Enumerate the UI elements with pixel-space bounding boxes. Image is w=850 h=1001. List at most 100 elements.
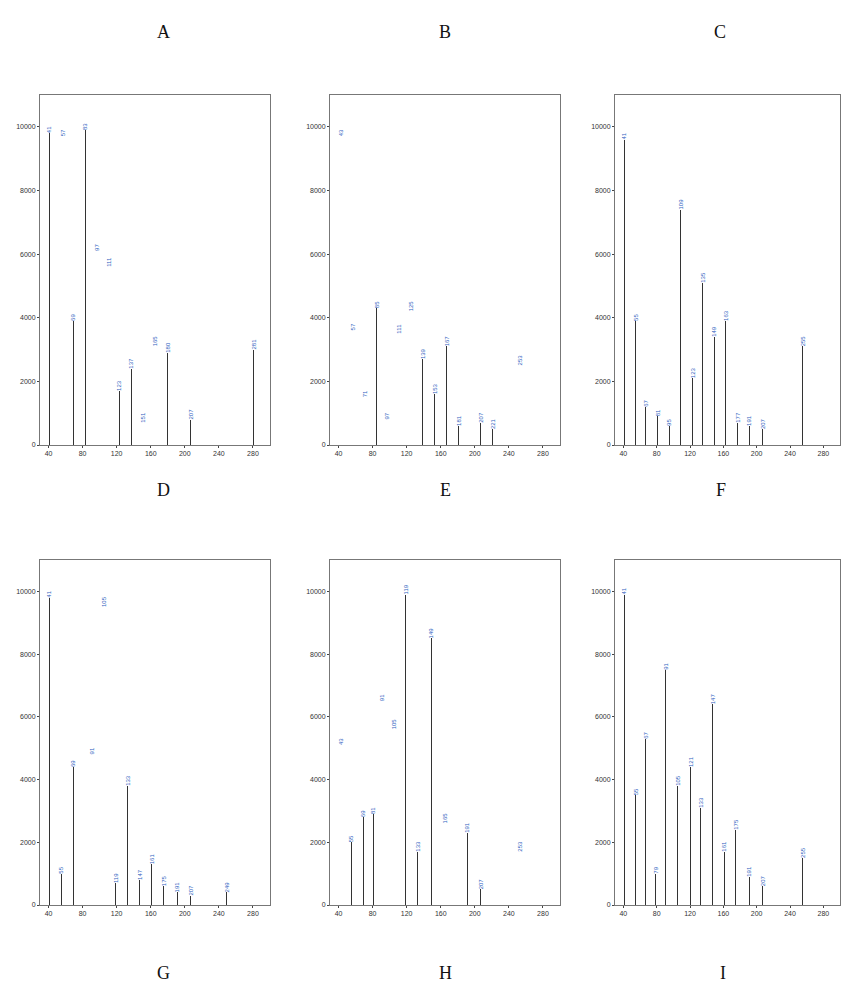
svg-text:120: 120 bbox=[684, 910, 696, 917]
svg-text:2000: 2000 bbox=[595, 378, 611, 385]
svg-text:10000: 10000 bbox=[591, 588, 611, 595]
svg-text:111: 111 bbox=[396, 324, 402, 334]
svg-text:43: 43 bbox=[338, 738, 344, 745]
svg-text:280: 280 bbox=[537, 910, 549, 917]
svg-text:95: 95 bbox=[666, 419, 672, 426]
svg-text:6000: 6000 bbox=[20, 251, 36, 258]
svg-text:10000: 10000 bbox=[16, 588, 36, 595]
svg-text:57: 57 bbox=[60, 129, 66, 136]
svg-text:91: 91 bbox=[663, 662, 669, 669]
svg-text:120: 120 bbox=[111, 450, 123, 457]
svg-text:200: 200 bbox=[179, 450, 191, 457]
svg-text:8000: 8000 bbox=[20, 651, 36, 658]
svg-text:91: 91 bbox=[89, 747, 95, 754]
svg-text:2000: 2000 bbox=[310, 378, 326, 385]
svg-text:133: 133 bbox=[698, 797, 704, 808]
svg-text:79: 79 bbox=[653, 866, 659, 873]
svg-text:207: 207 bbox=[188, 885, 194, 896]
svg-text:6000: 6000 bbox=[595, 251, 611, 258]
svg-text:240: 240 bbox=[503, 450, 515, 457]
svg-text:280: 280 bbox=[817, 450, 829, 457]
svg-text:2000: 2000 bbox=[595, 839, 611, 846]
svg-text:207: 207 bbox=[188, 409, 194, 420]
svg-text:4000: 4000 bbox=[595, 776, 611, 783]
svg-text:8000: 8000 bbox=[310, 651, 326, 658]
svg-text:97: 97 bbox=[384, 412, 390, 419]
svg-text:249: 249 bbox=[224, 882, 230, 893]
svg-text:121: 121 bbox=[688, 756, 694, 767]
svg-text:165: 165 bbox=[152, 336, 158, 347]
svg-text:41: 41 bbox=[46, 126, 52, 133]
svg-text:139: 139 bbox=[420, 348, 426, 359]
svg-text:4000: 4000 bbox=[310, 776, 326, 783]
svg-text:4000: 4000 bbox=[595, 314, 611, 321]
svg-text:161: 161 bbox=[149, 854, 155, 865]
svg-text:191: 191 bbox=[746, 415, 752, 426]
svg-text:161: 161 bbox=[721, 841, 727, 852]
svg-text:81: 81 bbox=[655, 409, 661, 416]
svg-text:10000: 10000 bbox=[16, 123, 36, 130]
svg-text:69: 69 bbox=[70, 760, 76, 767]
svg-text:D: D bbox=[157, 480, 170, 500]
svg-text:200: 200 bbox=[469, 450, 481, 457]
svg-text:191: 191 bbox=[746, 866, 752, 877]
svg-text:111: 111 bbox=[106, 257, 112, 267]
svg-text:40: 40 bbox=[619, 450, 627, 457]
svg-text:200: 200 bbox=[751, 910, 763, 917]
svg-text:120: 120 bbox=[111, 910, 123, 917]
svg-text:40: 40 bbox=[45, 910, 53, 917]
svg-text:105: 105 bbox=[101, 596, 107, 607]
svg-text:67: 67 bbox=[643, 731, 649, 738]
svg-text:4000: 4000 bbox=[310, 314, 326, 321]
svg-text:207: 207 bbox=[760, 418, 766, 429]
svg-text:80: 80 bbox=[653, 450, 661, 457]
svg-text:55: 55 bbox=[58, 866, 64, 873]
svg-text:85: 85 bbox=[374, 301, 380, 308]
svg-text:40: 40 bbox=[335, 450, 343, 457]
svg-text:280: 280 bbox=[247, 910, 259, 917]
svg-text:175: 175 bbox=[161, 876, 167, 887]
svg-text:123: 123 bbox=[116, 380, 122, 391]
svg-text:41: 41 bbox=[621, 587, 627, 594]
svg-text:H: H bbox=[439, 963, 452, 983]
svg-text:69: 69 bbox=[360, 810, 366, 817]
svg-text:240: 240 bbox=[213, 450, 225, 457]
svg-text:E: E bbox=[440, 480, 451, 500]
svg-text:160: 160 bbox=[145, 450, 157, 457]
svg-text:181: 181 bbox=[456, 415, 462, 426]
svg-text:71: 71 bbox=[362, 390, 368, 397]
svg-text:2000: 2000 bbox=[310, 839, 326, 846]
svg-text:221: 221 bbox=[490, 418, 496, 429]
svg-text:123: 123 bbox=[690, 368, 696, 379]
svg-text:160: 160 bbox=[717, 910, 729, 917]
svg-text:8000: 8000 bbox=[595, 187, 611, 194]
svg-text:55: 55 bbox=[348, 835, 354, 842]
svg-text:10000: 10000 bbox=[591, 123, 611, 130]
svg-text:147: 147 bbox=[710, 694, 716, 705]
svg-text:160: 160 bbox=[435, 910, 447, 917]
svg-text:4000: 4000 bbox=[20, 314, 36, 321]
svg-text:55: 55 bbox=[633, 788, 639, 795]
svg-text:80: 80 bbox=[369, 910, 377, 917]
svg-text:40: 40 bbox=[619, 910, 627, 917]
svg-text:160: 160 bbox=[435, 450, 447, 457]
svg-text:207: 207 bbox=[478, 879, 484, 890]
svg-text:149: 149 bbox=[428, 628, 434, 639]
svg-text:120: 120 bbox=[401, 450, 413, 457]
svg-text:147: 147 bbox=[137, 869, 143, 880]
svg-text:80: 80 bbox=[653, 910, 661, 917]
svg-text:149: 149 bbox=[711, 326, 717, 337]
svg-text:120: 120 bbox=[684, 450, 696, 457]
svg-text:137: 137 bbox=[128, 358, 134, 369]
svg-text:41: 41 bbox=[621, 132, 627, 139]
svg-text:B: B bbox=[439, 22, 451, 42]
svg-text:200: 200 bbox=[469, 910, 481, 917]
svg-text:55: 55 bbox=[633, 314, 639, 321]
svg-text:A: A bbox=[157, 22, 170, 42]
svg-text:0: 0 bbox=[607, 901, 611, 908]
svg-text:281: 281 bbox=[251, 339, 257, 350]
svg-text:160: 160 bbox=[145, 910, 157, 917]
svg-text:2000: 2000 bbox=[20, 378, 36, 385]
svg-text:91: 91 bbox=[379, 694, 385, 701]
svg-text:207: 207 bbox=[478, 412, 484, 423]
